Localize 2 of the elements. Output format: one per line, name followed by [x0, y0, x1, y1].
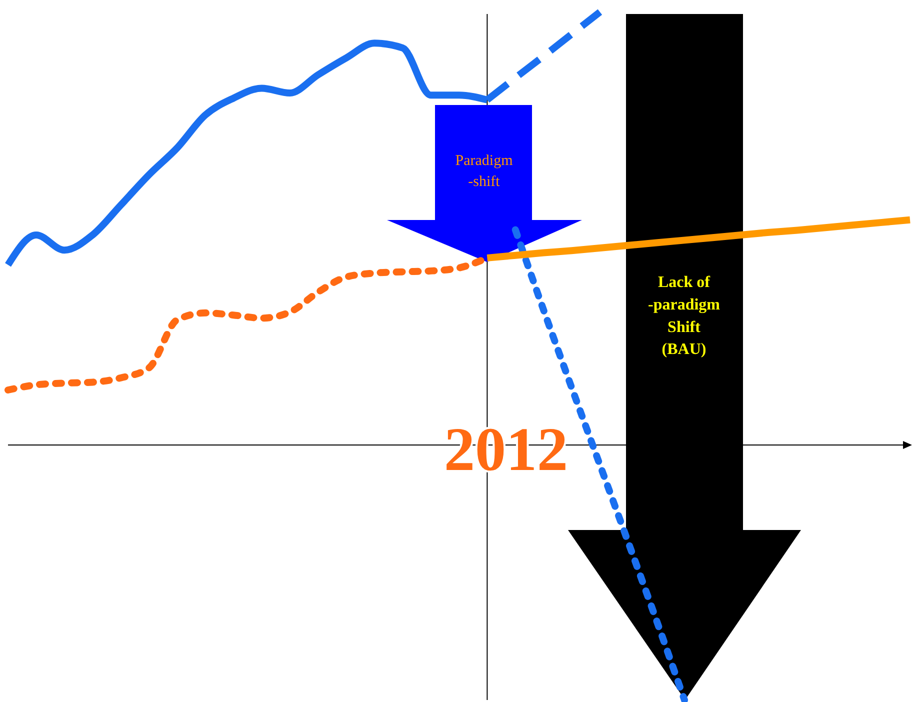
annotation: Paradigm -shift: [455, 153, 514, 190]
annotation: Lack of -paradigm Shift (BAU): [648, 274, 721, 358]
